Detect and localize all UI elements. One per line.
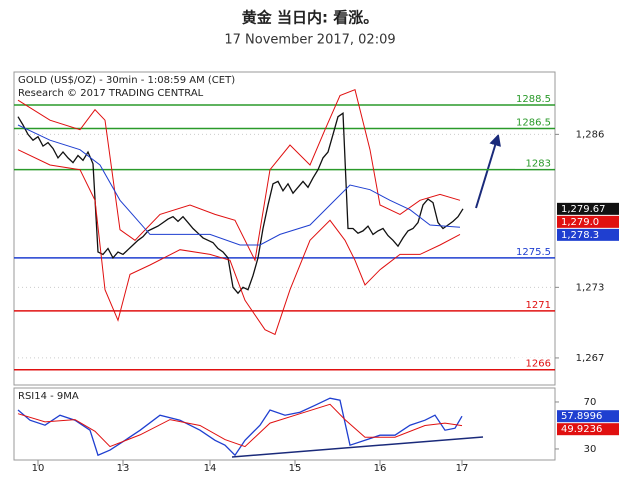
info-line: GOLD (US$/OZ) - 30min - 1:08:59 AM (CET)	[18, 75, 235, 86]
y-tick-label: 1,286	[576, 129, 605, 140]
value-tag	[557, 423, 619, 436]
y-tick-label: 1,273	[576, 282, 605, 293]
level-label: 1286.5	[516, 117, 551, 128]
chart-subtitle: 17 November 2017, 02:09	[224, 33, 395, 48]
price-panel	[13, 71, 556, 386]
level-label-bg	[515, 157, 553, 169]
rsi-trendline	[231, 436, 484, 458]
level-label: 1288.5	[516, 94, 551, 105]
value-tag-label: 1,278.3	[561, 230, 599, 241]
chart-title: 黄金 当日内: 看涨。	[242, 9, 378, 27]
y-tick-label: 1,267	[576, 353, 605, 364]
level-label-bg	[515, 245, 553, 257]
level-label-bg	[515, 92, 553, 104]
x-tick-label: 13	[117, 463, 130, 474]
level-label-bg	[515, 116, 553, 128]
level-label: 1271	[526, 300, 551, 311]
series-line	[17, 397, 463, 457]
series-line	[17, 403, 463, 448]
rsi-label: RSI14 - 9MA	[18, 391, 79, 402]
value-tag	[557, 228, 619, 241]
value-tag	[557, 410, 619, 423]
series-line	[17, 111, 464, 295]
x-tick-label: 16	[374, 463, 387, 474]
level-label-bg	[515, 357, 553, 369]
value-tag-label: 1,279.0	[561, 217, 599, 228]
value-tag-label: 57.8996	[561, 411, 602, 422]
series-line	[17, 89, 461, 262]
series-line	[17, 124, 461, 246]
trend-arrow	[475, 133, 501, 209]
x-tick-label: 14	[204, 463, 217, 474]
series-line	[17, 149, 461, 336]
level-label: 1275.5	[516, 247, 551, 258]
y-tick-label: 30	[584, 444, 597, 455]
x-tick-label: 17	[456, 463, 469, 474]
value-tag-label: 1,279.67	[561, 204, 606, 215]
level-label: 1266	[526, 359, 551, 370]
x-tick-label: 10	[32, 463, 45, 474]
y-tick-label: 70	[584, 397, 597, 408]
value-tag-label: 49.9236	[561, 424, 602, 435]
value-tag	[557, 215, 619, 228]
level-label: 1283	[526, 159, 551, 170]
level-label-bg	[515, 298, 553, 310]
value-tag	[557, 202, 619, 215]
rsi-panel	[13, 387, 556, 461]
x-tick-label: 15	[289, 463, 302, 474]
info-line: Research © 2017 TRADING CENTRAL	[18, 88, 204, 99]
